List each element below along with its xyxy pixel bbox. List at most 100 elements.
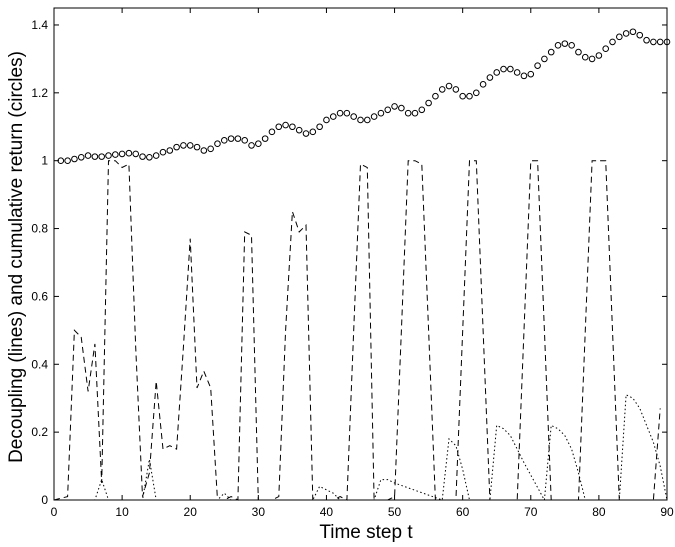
- data-point: [180, 142, 187, 149]
- x-tick-label: 90: [660, 505, 674, 519]
- data-point: [384, 106, 392, 114]
- data-point: [105, 152, 112, 159]
- data-point: [581, 53, 589, 61]
- data-point: [193, 143, 201, 151]
- data-point: [493, 69, 501, 76]
- data-point: [561, 40, 569, 47]
- x-tick-label: 20: [184, 505, 198, 519]
- data-point: [275, 123, 283, 131]
- data-point: [200, 147, 208, 154]
- y-tick-label: 1.4: [31, 18, 48, 32]
- data-point: [152, 152, 160, 159]
- data-point: [650, 38, 657, 46]
- x-tick-label: 50: [388, 505, 402, 519]
- data-point: [241, 137, 249, 144]
- data-point: [125, 149, 133, 157]
- y-tick-label: 1: [41, 154, 48, 168]
- data-point: [622, 30, 630, 37]
- data-point: [118, 150, 126, 158]
- data-point: [71, 155, 78, 163]
- data-point: [452, 86, 460, 93]
- data-point: [507, 65, 514, 73]
- data-point: [343, 109, 351, 117]
- data-point: [595, 52, 603, 59]
- data-point: [404, 109, 412, 117]
- data-point: [91, 153, 99, 160]
- data-point: [609, 38, 616, 46]
- data-point: [575, 48, 582, 56]
- x-tick-label: 0: [51, 505, 58, 519]
- y-tick-label: 0.4: [31, 357, 48, 371]
- data-point: [588, 55, 596, 63]
- data-point: [295, 126, 303, 134]
- data-point: [411, 109, 419, 117]
- data-point: [207, 145, 214, 153]
- x-tick-label: 80: [592, 505, 606, 519]
- plot-frame: [53, 7, 668, 501]
- data-point: [112, 151, 119, 158]
- data-point: [159, 148, 167, 156]
- data-point: [186, 142, 194, 149]
- y-tick-label: 0.2: [31, 425, 48, 439]
- data-point: [445, 82, 453, 90]
- data-point: [547, 48, 555, 56]
- data-point: [166, 147, 174, 154]
- data-point: [261, 135, 269, 142]
- x-axis-label: Time step t: [319, 522, 413, 543]
- y-tick-label: 0.6: [31, 289, 48, 303]
- data-point: [255, 140, 262, 148]
- data-point: [643, 36, 650, 44]
- data-point: [146, 153, 153, 161]
- data-point: [214, 140, 221, 148]
- y-axis-label: Decoupling (lines) and cumulative return…: [6, 51, 27, 463]
- data-point: [432, 92, 439, 100]
- data-point: [302, 130, 310, 137]
- data-point: [656, 38, 664, 46]
- data-point: [364, 116, 371, 124]
- data-point: [513, 69, 521, 76]
- data-point: [602, 45, 610, 53]
- data-point: [629, 28, 637, 36]
- data-point: [527, 70, 535, 78]
- y-tick-label: 0: [41, 493, 48, 507]
- data-point: [377, 109, 385, 117]
- data-point: [98, 153, 105, 160]
- data-point: [418, 106, 426, 114]
- data-point: [248, 142, 255, 149]
- data-point: [132, 150, 140, 158]
- data-point: [466, 92, 473, 100]
- data-point: [500, 65, 507, 73]
- data-point: [350, 113, 357, 120]
- data-point: [568, 42, 575, 49]
- data-point: [616, 33, 623, 41]
- data-point: [438, 86, 446, 93]
- data-point: [391, 103, 398, 110]
- x-axis: 0 10 20 30 40 50 60 70 80 90: [51, 8, 674, 519]
- data-point: [64, 157, 71, 164]
- data-point: [398, 104, 405, 112]
- y-axis: 0 0.2 0.4 0.6 0.8 1 1.2 1.4: [31, 18, 667, 507]
- data-point: [84, 152, 92, 159]
- data-point: [520, 72, 528, 80]
- data-point: [173, 143, 180, 151]
- x-tick-label: 10: [115, 505, 129, 519]
- series-circles: [57, 28, 671, 164]
- data-point: [329, 113, 337, 120]
- data-point: [234, 135, 242, 142]
- data-point: [309, 128, 317, 136]
- x-tick-label: 70: [524, 505, 538, 519]
- data-point: [541, 55, 548, 63]
- y-tick-label: 0.8: [31, 222, 48, 236]
- x-tick-label: 60: [456, 505, 470, 519]
- data-point: [316, 123, 323, 131]
- data-point: [77, 153, 85, 161]
- data-point: [636, 31, 644, 39]
- data-point: [479, 81, 487, 88]
- data-point: [459, 92, 466, 100]
- data-point: [336, 109, 344, 117]
- x-tick-label: 40: [320, 505, 334, 519]
- data-point: [323, 116, 330, 124]
- data-point: [534, 62, 541, 69]
